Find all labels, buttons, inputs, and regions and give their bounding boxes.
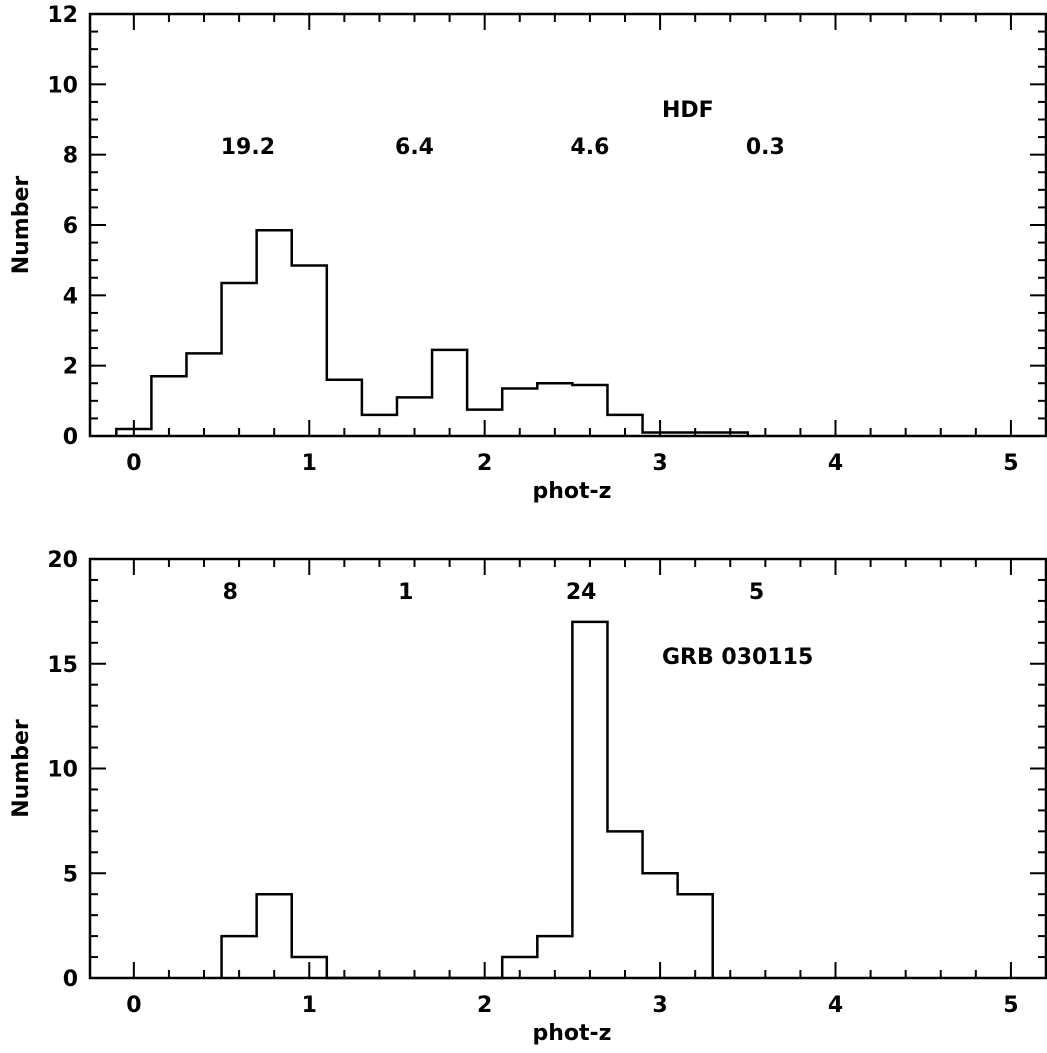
bin-annotation: 24	[566, 580, 597, 605]
x-tick-label: 3	[652, 993, 667, 1018]
x-tick-label: 0	[126, 451, 141, 476]
y-tick-label: 10	[47, 758, 78, 783]
plot-frame	[88, 557, 1047, 980]
x-tick-label: 5	[1003, 451, 1018, 476]
bin-annotation: 6.4	[395, 135, 434, 160]
histogram-outline	[220, 620, 714, 980]
x-tick-label: 1	[302, 993, 317, 1018]
histogram-bar	[678, 894, 713, 978]
x-axis-label: phot-z	[533, 1021, 612, 1046]
bin-annotation: 19.2	[221, 135, 275, 160]
histogram-bar	[607, 831, 642, 978]
plot-frame	[88, 12, 1047, 438]
y-tick-label: 0	[63, 425, 78, 450]
y-tick-label: 20	[47, 548, 78, 573]
x-tick-label: 1	[302, 451, 317, 476]
y-axis-label: Number	[9, 719, 34, 818]
histogram-bar	[186, 353, 221, 436]
y-tick-label: 15	[47, 653, 78, 678]
histogram-bar	[257, 230, 292, 436]
x-tick-label: 2	[477, 451, 492, 476]
x-axis-label: phot-z	[533, 479, 612, 504]
histogram-bar	[151, 376, 186, 436]
y-tick-label: 10	[47, 73, 78, 98]
x-tick-label: 4	[828, 993, 843, 1018]
y-tick-label: 0	[63, 967, 78, 992]
y-tick-label: 12	[47, 3, 78, 28]
histogram-bar	[432, 350, 467, 436]
y-tick-label: 2	[63, 355, 78, 380]
y-tick-label: 5	[63, 862, 78, 887]
histogram-bar	[292, 265, 327, 436]
histogram-outline	[115, 229, 750, 436]
bin-annotation: 0.3	[746, 135, 785, 160]
histogram-bar	[257, 894, 292, 978]
bin-annotation: 8	[223, 580, 238, 605]
histogram-bar	[572, 622, 607, 978]
bin-annotation: 1	[398, 580, 413, 605]
x-tick-label: 2	[477, 993, 492, 1018]
grb-histogram-panel: 0 1 2 3 4 5 0 5 10 15 20 phot-z Number GRB 030115 8 1 24…	[9, 548, 1047, 1046]
panel-label: GRB 030115	[662, 645, 813, 670]
y-axis-label: Number	[9, 176, 34, 275]
x-tick-label: 3	[652, 451, 667, 476]
histogram-bar	[222, 283, 257, 436]
bin-annotation: 5	[749, 580, 764, 605]
y-tick-label: 4	[63, 284, 78, 309]
x-tick-label: 5	[1003, 993, 1018, 1018]
x-tick-label: 0	[126, 993, 141, 1018]
panel-label: HDF	[662, 98, 714, 123]
y-tick-label: 6	[63, 214, 78, 239]
bin-annotation: 4.6	[570, 135, 609, 160]
histogram-bar	[327, 380, 362, 436]
y-tick-label: 8	[63, 144, 78, 169]
x-tick-label: 4	[828, 451, 843, 476]
